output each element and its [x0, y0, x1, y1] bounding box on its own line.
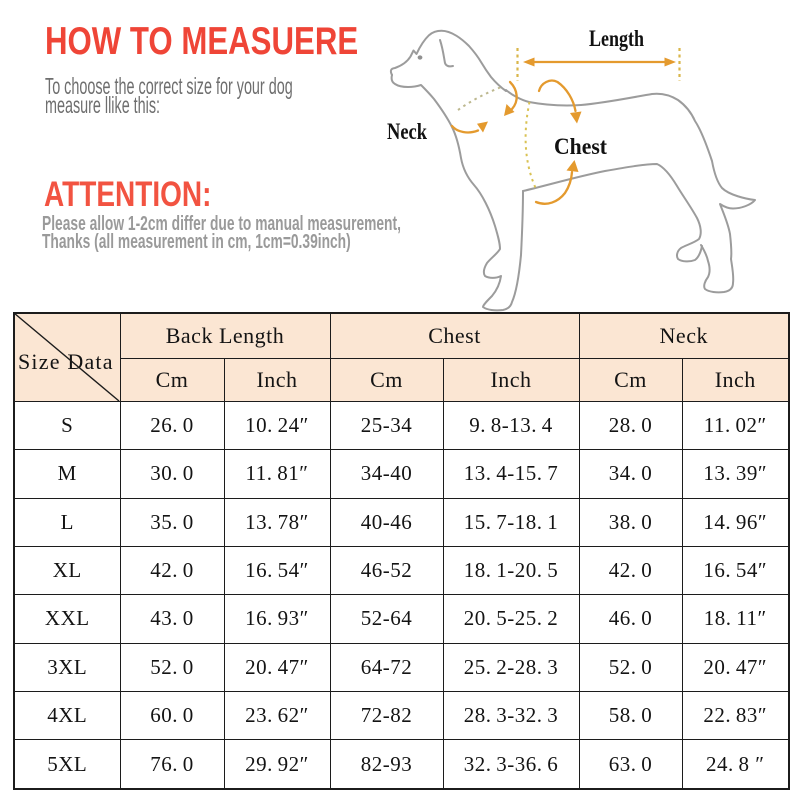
svg-text:Chest: Chest [554, 134, 607, 159]
svg-text:Length: Length [589, 26, 644, 51]
svg-text:Neck: Neck [387, 119, 427, 144]
